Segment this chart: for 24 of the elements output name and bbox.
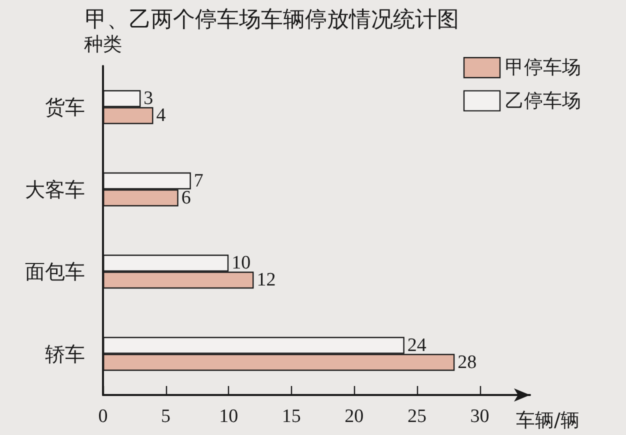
- x-tick-label: 10: [219, 406, 238, 427]
- chart-title: 甲、乙两个停车场车辆停放情况统计图: [85, 8, 459, 32]
- x-tick-label: 25: [407, 406, 426, 427]
- legend-label: 甲停车场: [505, 56, 581, 79]
- x-tick-label: 20: [344, 406, 364, 427]
- data-label: 10: [232, 252, 251, 274]
- legend-label: 乙停车场: [505, 90, 581, 112]
- data-label: 3: [144, 88, 154, 110]
- data-label: 7: [194, 170, 204, 192]
- data-label: 28: [458, 352, 477, 373]
- y-tick-label: 轿车: [45, 342, 85, 366]
- y-tick-label: 货车: [45, 95, 85, 120]
- y-tick-label: 大客车: [25, 177, 85, 202]
- x-tick-label: 30: [470, 406, 490, 427]
- x-axis-title: 车辆/辆: [516, 410, 580, 432]
- data-label: 24: [407, 334, 427, 356]
- x-tick-label: 5: [161, 406, 171, 427]
- y-tick-label: 面包车: [25, 260, 85, 284]
- y-axis-title: 种类: [84, 34, 122, 56]
- x-tick-label: 0: [98, 406, 108, 427]
- data-label: 4: [156, 105, 166, 126]
- data-label: 12: [256, 270, 276, 291]
- x-tick-label: 15: [282, 406, 301, 427]
- data-label: 6: [181, 187, 191, 208]
